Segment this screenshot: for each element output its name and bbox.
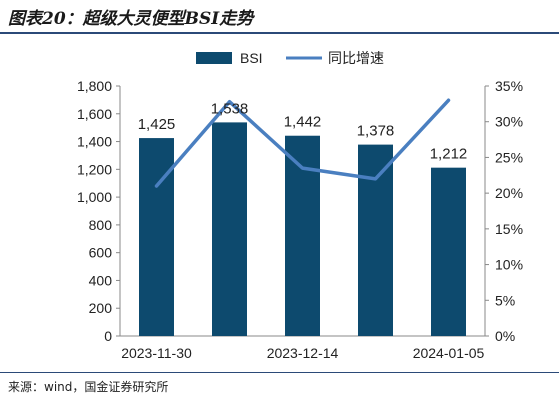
bsi-value-label: 1,425: [138, 116, 176, 133]
left-tick-label: 0: [104, 328, 112, 344]
bsi-bar: [358, 144, 393, 336]
chart-title: 图表20：超级大灵便型BSI走势: [8, 9, 254, 29]
source-note: 来源：wind，国金证券研究所: [8, 380, 169, 394]
legend-swatch-bsi: [196, 52, 232, 64]
left-tick-label: 400: [89, 272, 113, 288]
bsi-value-label: 1,378: [357, 123, 395, 140]
right-tick-label: 25%: [495, 149, 523, 165]
legend-label-bsi: BSI: [240, 50, 263, 66]
right-tick-label: 10%: [495, 257, 523, 273]
title-divider: [0, 32, 559, 34]
left-tick-label: 1,000: [77, 189, 112, 205]
bsi-value-label: 1,212: [430, 146, 468, 163]
x-tick-label: 2023-11-30: [121, 345, 192, 361]
left-tick-label: 1,400: [77, 134, 112, 150]
left-tick-label: 1,600: [77, 106, 112, 122]
left-tick-label: 200: [89, 300, 113, 316]
yoy-line: [154, 98, 451, 188]
right-tick-label: 20%: [495, 185, 523, 201]
data-labels: 1,425 1,538 1,442 1,378 1,212: [138, 100, 468, 162]
bsi-value-label: 1,538: [211, 100, 249, 117]
left-tick-label: 600: [89, 245, 113, 261]
yoy-line-group: [154, 98, 451, 188]
left-tick-label: 1,200: [77, 161, 112, 177]
left-tick-label: 1,800: [77, 78, 112, 94]
bsi-bar: [285, 135, 320, 336]
bars: [139, 122, 466, 336]
right-tick-label: 15%: [495, 221, 523, 237]
bsi-bar: [212, 122, 247, 336]
axes: 0 200 400 600 800 1,000 1,200 1,400 1,600 1,800 0%…: [77, 78, 523, 361]
legend: BSI 同比增速: [196, 50, 384, 66]
right-tick-label: 35%: [495, 78, 523, 94]
bsi-value-label: 1,442: [284, 114, 322, 131]
x-tick-label: 2024-01-05: [413, 345, 485, 361]
bsi-bar: [139, 138, 174, 336]
x-tick-label: 2023-12-14: [267, 345, 339, 361]
bsi-bar: [431, 167, 466, 336]
right-tick-label: 0%: [495, 328, 515, 344]
bsi-chart: BSI 同比增速 0 200 400 600 800 1,000 1,200 1,400 1,6…: [77, 50, 523, 361]
right-tick-label: 5%: [495, 292, 515, 308]
source-divider: [0, 372, 559, 373]
right-tick-label: 30%: [495, 114, 523, 130]
legend-label-yoy: 同比增速: [328, 50, 384, 66]
left-tick-label: 800: [89, 217, 113, 233]
